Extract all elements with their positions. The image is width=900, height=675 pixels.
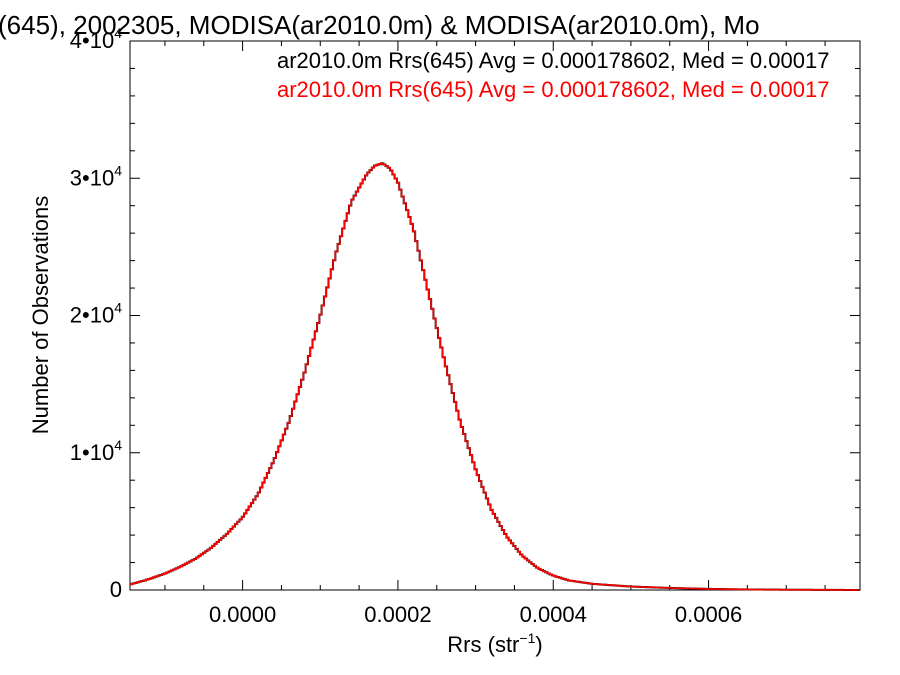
x-tick-label: 0.0006: [675, 602, 742, 627]
y-tick-label: 2•104: [70, 300, 122, 328]
x-tick-label: 0.0004: [520, 602, 587, 627]
y-tick-label-mantissa: 2•10: [70, 303, 114, 328]
y-tick-label-exponent: 4: [114, 25, 122, 41]
x-tick-label: 0.0002: [364, 602, 431, 627]
legend: ar2010.0m Rrs(645) Avg = 0.000178602, Me…: [277, 48, 829, 102]
chart-title: (645), 2002305, MODISA(ar2010.0m) & MODI…: [0, 10, 760, 40]
plot-frame: [129, 40, 861, 591]
y-tick-label: 0: [110, 577, 122, 602]
y-axis-label: Number of Observations: [28, 196, 53, 434]
x-axis-ticks: 0.0000 0.0002 0.0004 0.0006: [164, 41, 826, 627]
series-line-0: [130, 162, 860, 591]
y-tick-label: 1•104: [70, 437, 122, 465]
y-tick-label-mantissa: 4•10: [70, 28, 114, 53]
x-tick-label: 0.0000: [209, 602, 276, 627]
legend-entry-red: ar2010.0m Rrs(645) Avg = 0.000178602, Me…: [277, 77, 829, 102]
x-axis-label-main: Rrs (str: [447, 632, 519, 657]
x-axis-label-close: ): [535, 632, 542, 657]
x-axis-label-exponent: −1: [519, 630, 535, 646]
y-tick-label-exponent: 4: [114, 162, 122, 178]
legend-entry-black: ar2010.0m Rrs(645) Avg = 0.000178602, Me…: [277, 48, 829, 73]
y-tick-label-exponent: 4: [114, 437, 122, 453]
y-tick-label: 4•104: [70, 25, 122, 53]
series-line-1: [130, 162, 860, 591]
x-axis-label: Rrs (str−1): [447, 630, 542, 657]
y-tick-label-mantissa: 3•10: [70, 165, 114, 190]
y-tick-label-exponent: 4: [114, 300, 122, 316]
plot-area: [129, 40, 861, 591]
y-tick-label-mantissa: 1•10: [70, 440, 114, 465]
y-tick-label: 3•104: [70, 162, 122, 190]
series-lines: [130, 162, 860, 591]
